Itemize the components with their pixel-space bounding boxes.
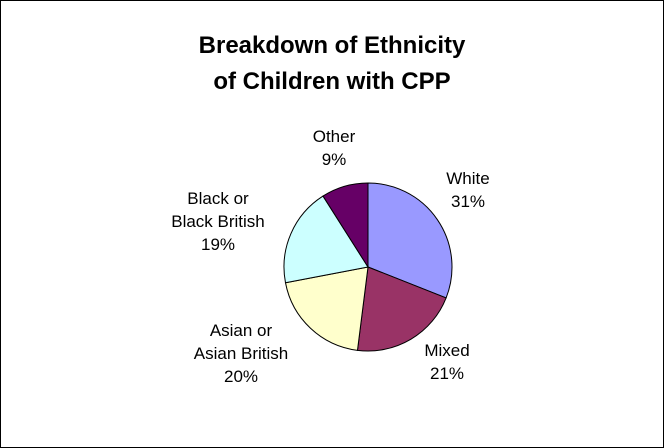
chart-title-line-2: of Children with CPP	[213, 68, 451, 95]
slice-label-line: 19%	[201, 235, 235, 254]
slice-label-line: Asian British	[194, 344, 288, 363]
pie-slice-other	[322, 182, 369, 269]
slice-label-line: White	[446, 169, 489, 188]
slice-label-line: 21%	[430, 364, 464, 383]
slice-label-asian-or-asian-british: Asian or Asian British 20%	[194, 321, 288, 386]
chart-title: Breakdown of Ethnicity of Children with …	[0, 32, 664, 104]
slice-label-black-or-black-british: Black or Black British 19%	[171, 189, 265, 254]
slice-label-line: Black or	[187, 189, 249, 208]
slice-label-line: Mixed	[424, 341, 469, 360]
slice-label-line: Asian or	[210, 321, 273, 340]
chart-title-line-1: Breakdown of Ethnicity	[198, 32, 466, 59]
pie-slice-white	[367, 182, 453, 299]
slice-label-other: Other 9%	[313, 127, 356, 169]
slice-label-line: Other	[313, 127, 356, 146]
slice-label-line: Black British	[171, 212, 265, 231]
slice-label-mixed: Mixed 21%	[424, 341, 469, 383]
pie-slice-mixed	[356, 266, 447, 352]
pie-slice-asian-or-asian-british	[284, 266, 369, 351]
slice-label-white: White 31%	[446, 169, 489, 211]
slice-label-line: 9%	[322, 150, 347, 169]
slice-label-line: 31%	[451, 192, 485, 211]
pie-slice-black-or-black-british	[283, 195, 369, 284]
slice-label-line: 20%	[224, 367, 258, 386]
